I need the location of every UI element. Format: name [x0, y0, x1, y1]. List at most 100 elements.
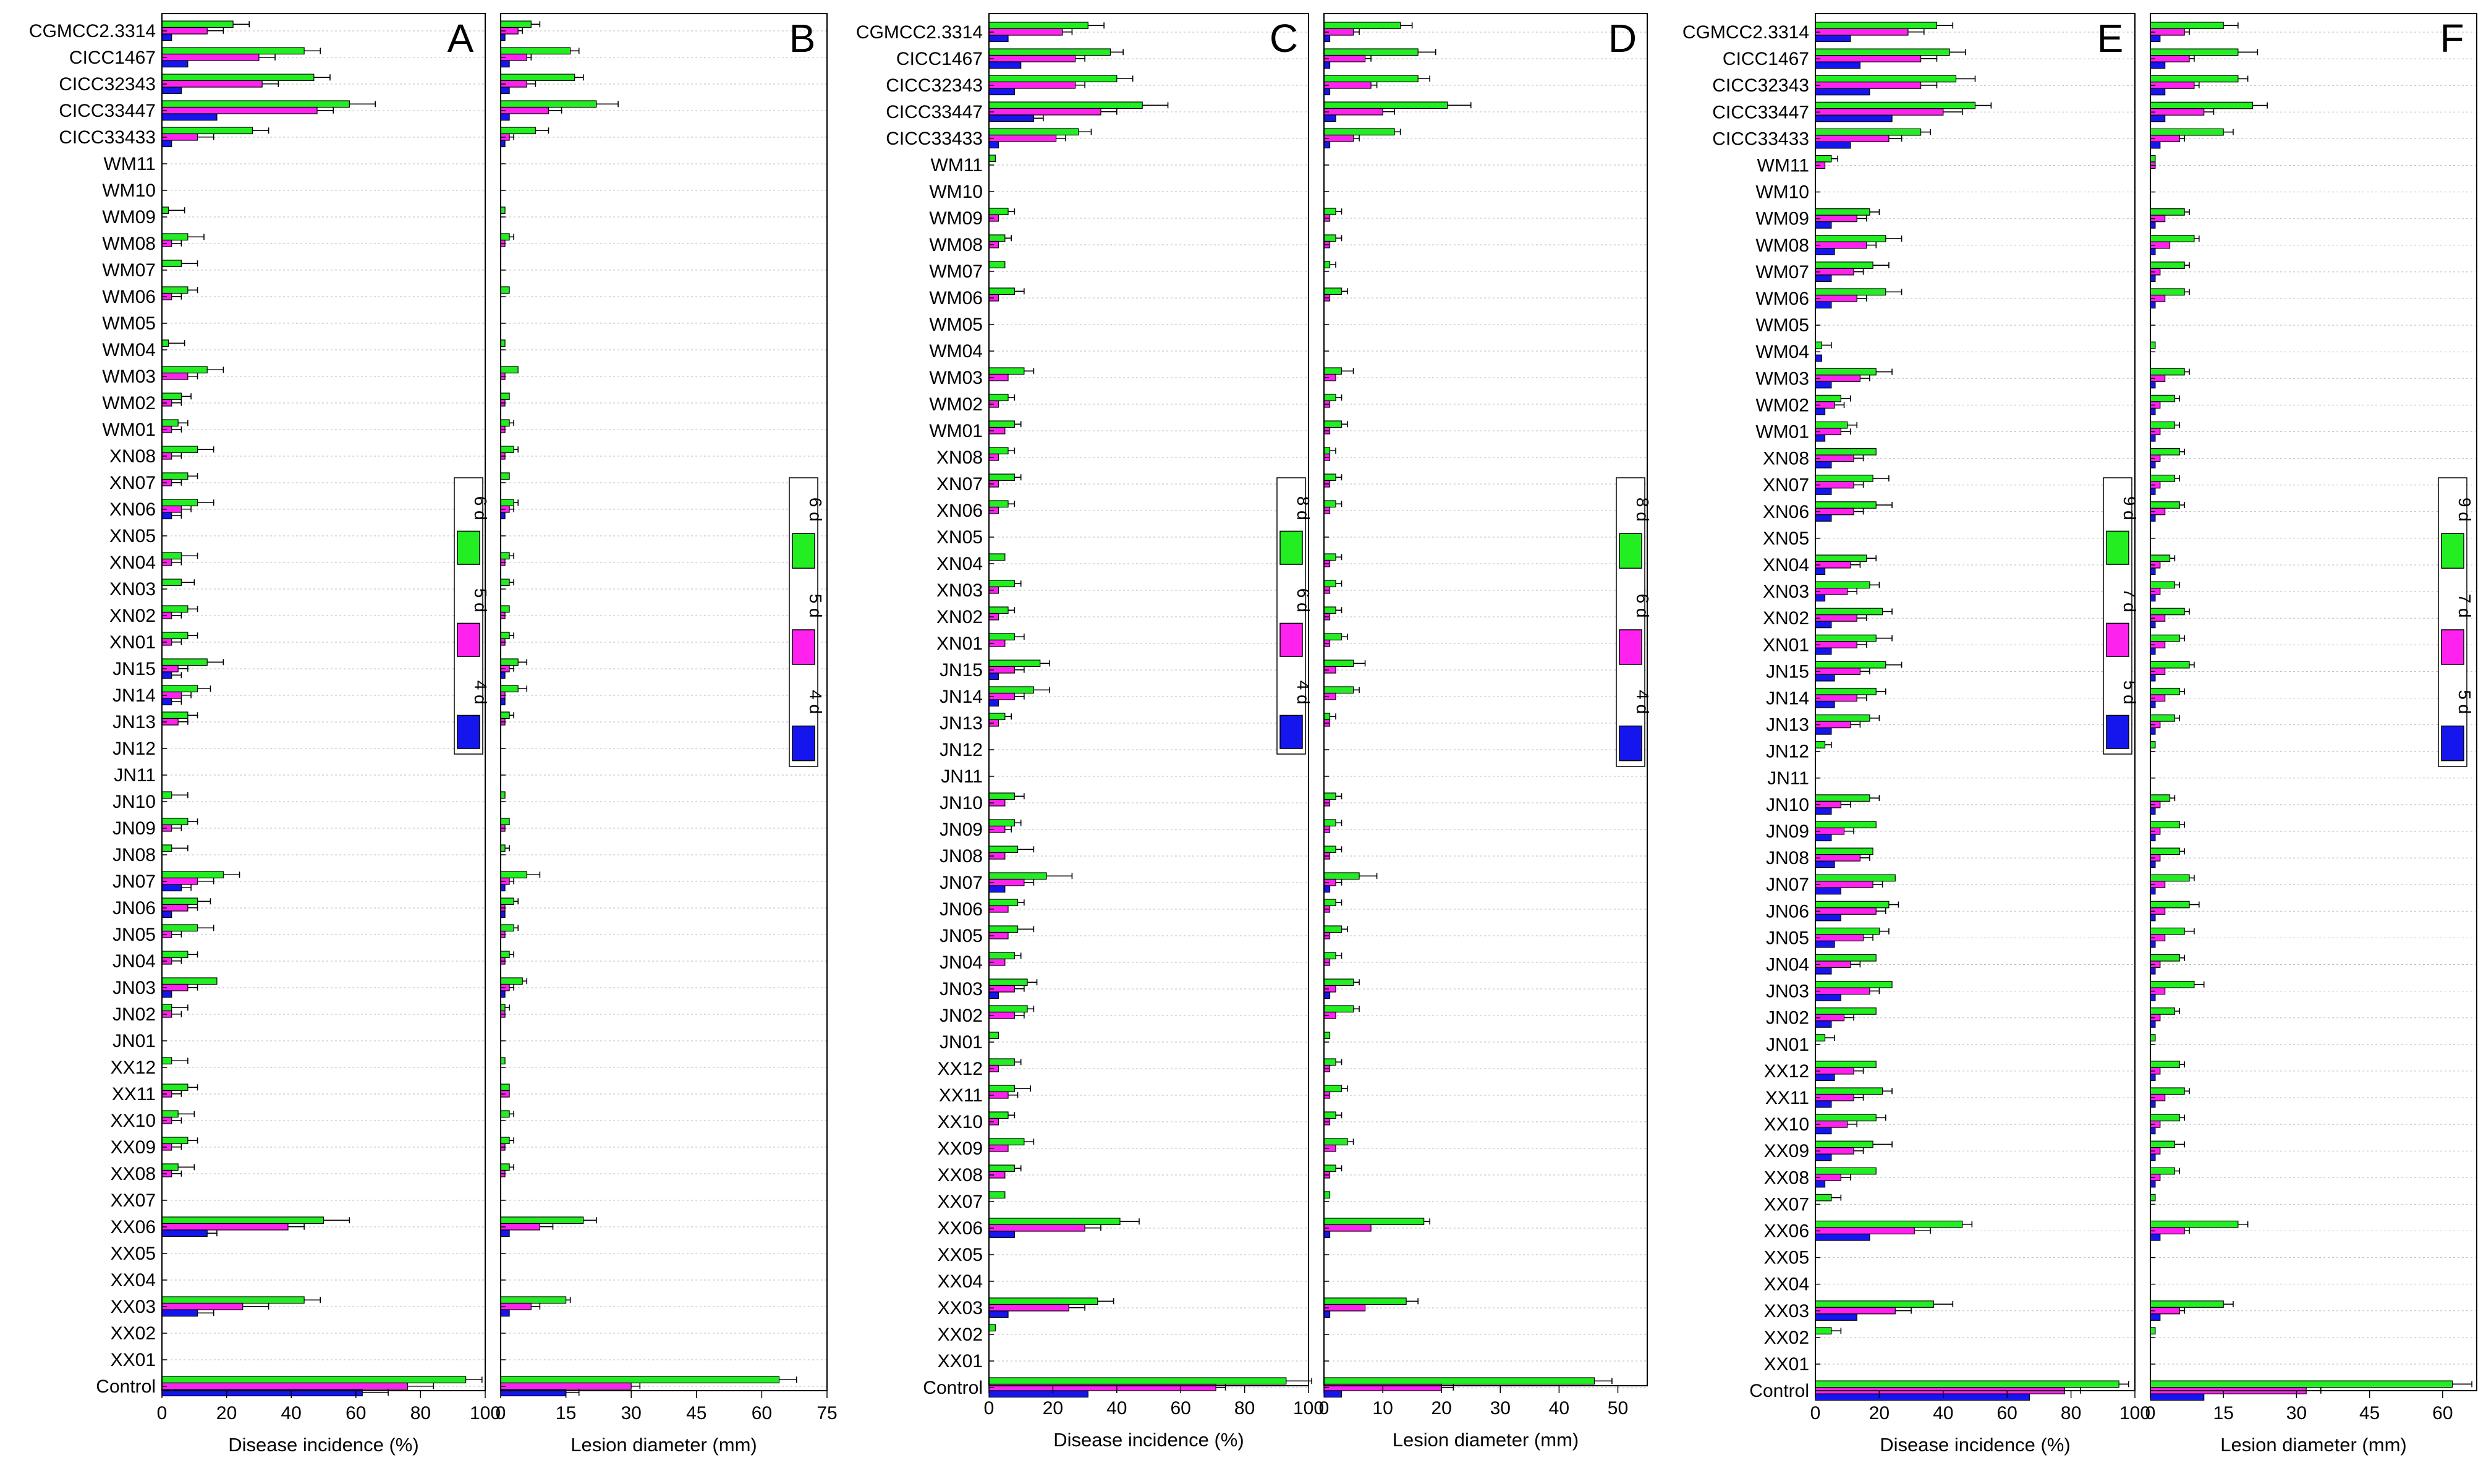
- bar: [500, 977, 523, 985]
- legend-label: 6 d: [806, 498, 825, 522]
- plot-frame: [2150, 13, 2477, 1391]
- legend-box: [1616, 477, 1645, 767]
- bar: [1815, 721, 1851, 729]
- bar: [988, 101, 1143, 109]
- bar: [1323, 500, 1336, 508]
- category-label: JN05: [940, 926, 983, 946]
- category-label: JN01: [1766, 1035, 1809, 1055]
- bar: [161, 113, 218, 121]
- bar: [1815, 221, 1832, 229]
- bar: [161, 47, 305, 55]
- category-label: CICC33433: [886, 129, 983, 149]
- bar: [1815, 1307, 1896, 1315]
- x-tick-label: 0: [984, 1398, 995, 1418]
- category-label: XX10: [111, 1111, 156, 1131]
- panel-d: 0 10 20 30 40 50 Lesion diameter (mm) D 8 d 6 d 4 …: [1319, 13, 1652, 1451]
- bar: [500, 206, 506, 214]
- category-label: JN13: [1766, 715, 1809, 736]
- x-tick-label: 100: [2119, 1403, 2150, 1423]
- bar: [988, 846, 1019, 854]
- bar: [500, 419, 510, 427]
- category-label: Control: [923, 1378, 983, 1398]
- category-label: XX06: [111, 1217, 156, 1237]
- bar: [1815, 901, 1890, 909]
- bar: [988, 48, 1111, 56]
- bar: [2150, 554, 2171, 562]
- bar: [988, 1164, 1015, 1172]
- bar: [500, 897, 514, 905]
- category-label: XN06: [1763, 502, 1809, 522]
- bar: [988, 580, 1015, 588]
- bar: [1323, 659, 1354, 668]
- plot-frame: [1323, 13, 1648, 1386]
- bar: [2150, 475, 2176, 482]
- legend-swatch: [792, 533, 815, 569]
- bar: [988, 1224, 1085, 1232]
- category-label: JN02: [112, 1004, 156, 1025]
- category-label: XN03: [109, 579, 156, 600]
- bar: [988, 134, 1057, 142]
- bar: [2150, 288, 2185, 296]
- bar: [500, 1057, 506, 1065]
- bar: [1815, 940, 1835, 948]
- category-label: XX04: [938, 1271, 983, 1292]
- bar: [161, 1309, 198, 1317]
- bar: [1323, 141, 1331, 149]
- bar: [500, 512, 506, 520]
- bar: [2150, 108, 2205, 116]
- bar: [1323, 473, 1336, 481]
- bar: [161, 844, 172, 852]
- bar: [2150, 61, 2166, 69]
- bar: [988, 1377, 1287, 1385]
- category-label: XN08: [936, 447, 983, 468]
- bar: [1815, 28, 1909, 36]
- bar: [2150, 54, 2190, 62]
- bar: [1815, 22, 1938, 30]
- bar: [1815, 475, 1873, 482]
- legend-label: 4 d: [471, 681, 490, 705]
- bar: [1815, 927, 1880, 935]
- category-label: WM09: [929, 208, 983, 229]
- category-label: XX06: [938, 1218, 983, 1239]
- category-label: CICC1467: [896, 49, 983, 69]
- category-label: JN08: [112, 845, 156, 865]
- legend-swatch: [1279, 622, 1303, 657]
- bar: [988, 1191, 1006, 1199]
- category-label: WM06: [1755, 289, 1809, 309]
- bar: [500, 33, 506, 41]
- x-tick-label: 0: [1810, 1403, 1821, 1423]
- category-label: WM01: [929, 421, 983, 441]
- bar: [1323, 48, 1419, 56]
- x-tick-label: 60: [752, 1403, 772, 1423]
- bar: [2150, 700, 2156, 708]
- bar: [500, 1223, 540, 1231]
- bar: [1815, 394, 1841, 402]
- bar: [161, 260, 182, 268]
- bar: [1323, 846, 1336, 854]
- bar: [1815, 714, 1870, 722]
- category-label: JN14: [940, 687, 983, 707]
- bar: [2150, 1140, 2176, 1148]
- x-tick-label: 20: [1869, 1403, 1890, 1423]
- legend-label: 8 d: [1633, 498, 1652, 522]
- category-label: XN03: [936, 580, 983, 601]
- bar: [1815, 794, 1870, 802]
- category-label: CICC33447: [59, 101, 156, 121]
- bar: [988, 1390, 1088, 1398]
- bar: [2150, 608, 2185, 616]
- x-axis-title: Lesion diameter (mm): [1393, 1429, 1579, 1451]
- category-label: JN10: [1766, 795, 1809, 815]
- category-label: WM05: [102, 313, 156, 334]
- bar: [1815, 694, 1857, 702]
- bar: [1815, 261, 1873, 269]
- category-label: WM05: [929, 315, 983, 335]
- legend-swatch: [2441, 725, 2464, 761]
- bar: [2150, 1180, 2156, 1188]
- x-axis-title: Disease incidence (%): [1053, 1429, 1244, 1451]
- bar: [1323, 872, 1360, 880]
- bar: [1323, 899, 1336, 907]
- bar: [2150, 727, 2156, 735]
- panel-letter: F: [2440, 16, 2464, 61]
- bar: [2150, 1167, 2176, 1175]
- bar: [1815, 1140, 1873, 1148]
